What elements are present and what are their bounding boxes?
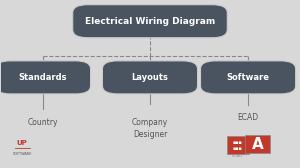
FancyBboxPatch shape	[102, 61, 198, 94]
Text: UP: UP	[17, 140, 28, 146]
Text: Electrical Wiring Diagram: Electrical Wiring Diagram	[85, 17, 215, 26]
FancyBboxPatch shape	[73, 5, 227, 38]
Text: ECAD: ECAD	[238, 113, 259, 121]
FancyBboxPatch shape	[226, 136, 249, 154]
Text: SOFTWARE: SOFTWARE	[12, 152, 32, 156]
Text: A: A	[252, 137, 263, 152]
Text: Software: Software	[226, 73, 270, 82]
Text: eCAD: eCAD	[232, 154, 243, 158]
Text: ▪▪▪
▪▪▪: ▪▪▪ ▪▪▪	[233, 140, 243, 151]
Text: Company
Designer: Company Designer	[132, 118, 168, 139]
FancyBboxPatch shape	[245, 135, 270, 153]
FancyBboxPatch shape	[0, 61, 91, 94]
Text: Country: Country	[28, 117, 58, 127]
FancyBboxPatch shape	[200, 61, 296, 94]
Text: Standards: Standards	[19, 73, 67, 82]
Text: Layouts: Layouts	[132, 73, 168, 82]
